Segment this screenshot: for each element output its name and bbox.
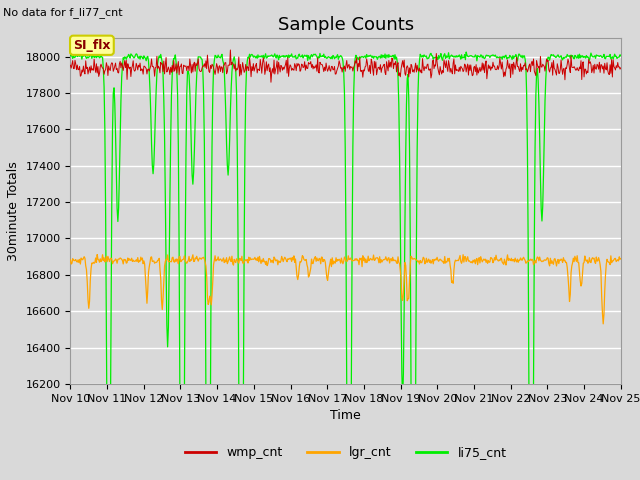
Title: Sample Counts: Sample Counts bbox=[278, 16, 413, 34]
lgr_cnt bbox=[134, 255, 141, 261]
wmp_cnt bbox=[77, 73, 84, 79]
wmp_cnt bbox=[189, 69, 196, 75]
X-axis label: Time: Time bbox=[330, 409, 361, 422]
lgr_cnt bbox=[599, 321, 607, 327]
wmp_cnt bbox=[218, 64, 226, 70]
wmp_cnt bbox=[430, 66, 438, 72]
li75_cnt bbox=[67, 53, 74, 59]
Y-axis label: 30minute Totals: 30minute Totals bbox=[7, 161, 20, 261]
lgr_cnt bbox=[429, 261, 437, 267]
li75_cnt bbox=[429, 56, 437, 62]
lgr_cnt bbox=[93, 252, 101, 257]
li75_cnt bbox=[617, 53, 625, 59]
lgr_cnt bbox=[219, 257, 227, 263]
wmp_cnt bbox=[617, 65, 625, 71]
li75_cnt bbox=[77, 50, 84, 56]
lgr_cnt bbox=[617, 256, 625, 262]
lgr_cnt bbox=[190, 259, 198, 264]
wmp_cnt bbox=[133, 63, 141, 69]
wmp_cnt bbox=[227, 47, 234, 53]
lgr_cnt bbox=[413, 258, 421, 264]
Line: li75_cnt: li75_cnt bbox=[70, 52, 621, 480]
Line: lgr_cnt: lgr_cnt bbox=[70, 254, 621, 324]
Text: No data for f_li77_cnt: No data for f_li77_cnt bbox=[3, 7, 123, 18]
Text: SI_flx: SI_flx bbox=[73, 39, 111, 52]
li75_cnt bbox=[133, 51, 141, 57]
Legend: wmp_cnt, lgr_cnt, li75_cnt: wmp_cnt, lgr_cnt, li75_cnt bbox=[180, 441, 511, 464]
li75_cnt bbox=[413, 145, 421, 151]
wmp_cnt bbox=[67, 62, 74, 68]
li75_cnt bbox=[218, 51, 226, 57]
wmp_cnt bbox=[267, 79, 275, 85]
lgr_cnt bbox=[77, 261, 84, 267]
li75_cnt bbox=[462, 49, 470, 55]
wmp_cnt bbox=[414, 67, 422, 73]
li75_cnt bbox=[189, 181, 196, 187]
lgr_cnt bbox=[67, 257, 74, 263]
Line: wmp_cnt: wmp_cnt bbox=[70, 50, 621, 82]
